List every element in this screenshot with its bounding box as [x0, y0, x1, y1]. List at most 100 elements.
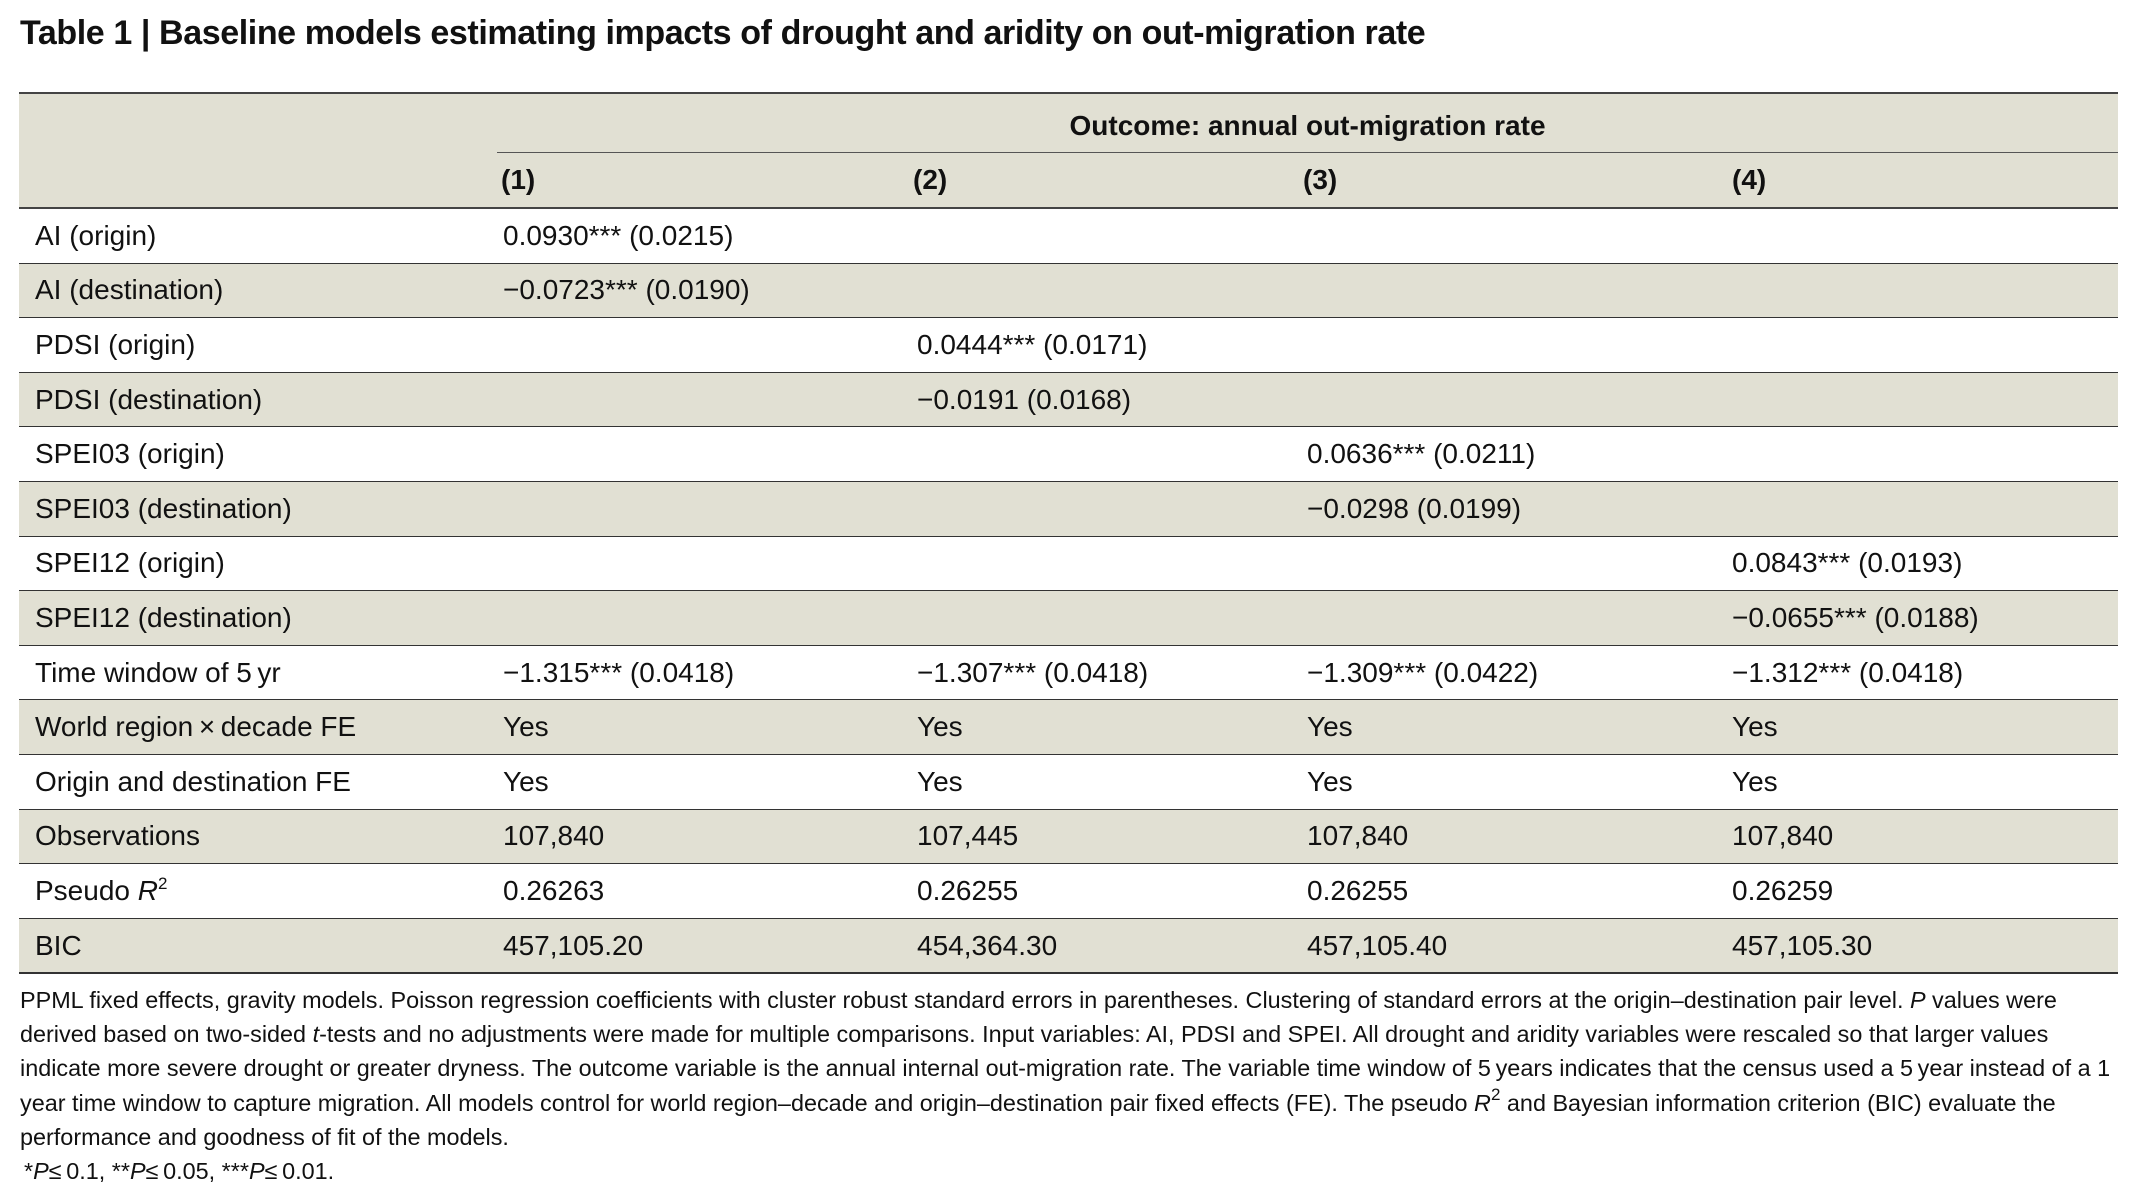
- cell-model-1: [497, 536, 913, 592]
- table-row: SPEI03 (origin) 0.0636*** (0.0211): [19, 426, 2119, 482]
- table-title: Table 1 | Baseline models estimating imp…: [20, 14, 1426, 52]
- row-label-text: AI (destination): [35, 274, 224, 306]
- footnote-part: PPML fixed effects, gravity models. Pois…: [20, 987, 1910, 1013]
- row-label: World region × decade FE: [19, 699, 497, 755]
- cell-model-4: [1712, 426, 2119, 482]
- table-row: PDSI (destination) −0.0191 (0.0168): [19, 372, 2119, 428]
- cell-model-1: [497, 481, 913, 537]
- column-header-1: (1): [497, 152, 913, 209]
- table-row: SPEI03 (destination) −0.0298 (0.0199): [19, 481, 2119, 537]
- sig-p: P: [129, 1158, 146, 1185]
- table-footnotes: PPML fixed effects, gravity models. Pois…: [20, 983, 2120, 1188]
- cell-model-4: 0.26259: [1712, 863, 2119, 919]
- cell-model-3: [1303, 372, 1712, 428]
- footnote-text: PPML fixed effects, gravity models. Pois…: [20, 983, 2120, 1154]
- cell-model-2: [913, 536, 1303, 592]
- header-row-columns: (1) (2) (3) (4): [19, 152, 2119, 209]
- row-label: PDSI (destination): [19, 372, 497, 428]
- cell-model-4: [1712, 317, 2119, 373]
- row-label: Observations: [19, 809, 497, 865]
- cell-model-1: Yes: [497, 754, 913, 810]
- row-label: PDSI (origin): [19, 317, 497, 373]
- table-row: BIC 457,105.20 454,364.30 457,105.40 457,105…: [19, 918, 2119, 975]
- cell-model-3: [1303, 317, 1712, 373]
- header-row-outcome: Outcome: annual out-migration rate: [19, 92, 2119, 153]
- cell-model-2: [913, 426, 1303, 482]
- row-label-text: Pseudo R: [35, 874, 158, 906]
- cell-model-1: [497, 426, 913, 482]
- row-label-text: SPEI03 (destination): [35, 492, 292, 524]
- cell-model-1: −0.0723*** (0.0190): [497, 263, 913, 319]
- footnote-italic-p: P: [1909, 987, 1926, 1013]
- row-label-text: World region × decade FE: [35, 711, 357, 743]
- footnote-italic-r: R: [1474, 1089, 1491, 1116]
- cell-model-4: −1.312*** (0.0418): [1712, 645, 2119, 701]
- cell-model-1: 0.26263: [497, 863, 913, 919]
- cell-model-2: 107,445: [913, 809, 1303, 865]
- footnote-superscript: 2: [1490, 1084, 1501, 1104]
- cell-model-4: −0.0655*** (0.0188): [1712, 590, 2119, 646]
- cell-model-2: −1.307*** (0.0418): [913, 645, 1303, 701]
- sig-stars: **: [111, 1158, 130, 1185]
- cell-model-4: [1712, 481, 2119, 537]
- cell-model-4: [1712, 208, 2119, 264]
- row-label-superscript: 2: [157, 873, 168, 893]
- cell-model-3: [1303, 208, 1712, 264]
- row-label: AI (destination): [19, 263, 497, 319]
- cell-model-2: 0.0444*** (0.0171): [913, 317, 1303, 373]
- row-label-text: PDSI (origin): [35, 328, 196, 360]
- footnote-italic-t: t: [312, 1021, 320, 1048]
- cell-model-1: [497, 590, 913, 646]
- row-label-text: SPEI12 (destination): [35, 601, 292, 633]
- header-empty-cell: [19, 92, 497, 153]
- cell-model-4: 107,840: [1712, 809, 2119, 865]
- row-label-text: PDSI (destination): [35, 383, 263, 415]
- cell-model-2: 454,364.30: [913, 918, 1303, 975]
- cell-model-3: 107,840: [1303, 809, 1712, 865]
- sig-stars: *: [24, 1158, 34, 1185]
- cell-model-3: −1.309*** (0.0422): [1303, 645, 1712, 701]
- cell-model-2: −0.0191 (0.0168): [913, 372, 1303, 428]
- row-label: BIC: [19, 918, 497, 975]
- table-row: SPEI12 (destination) −0.0655*** (0.0188): [19, 590, 2119, 646]
- cell-model-3: [1303, 263, 1712, 319]
- row-label: SPEI03 (destination): [19, 481, 497, 537]
- sig-p: P: [248, 1158, 265, 1185]
- sig-threshold: ≤ 0.01.: [264, 1158, 335, 1185]
- cell-model-2: 0.26255: [913, 863, 1303, 919]
- cell-model-1: 107,840: [497, 809, 913, 865]
- cell-model-4: 0.0843*** (0.0193): [1712, 536, 2119, 592]
- cell-model-4: 457,105.30: [1712, 918, 2119, 975]
- significance-legend: *P≤ 0.1, **P≤ 0.05, ***P≤ 0.01.: [20, 1154, 2120, 1188]
- cell-model-1: [497, 317, 913, 373]
- footnote-part: and Bayesian information criterion (BIC)…: [20, 1089, 2056, 1150]
- cell-model-3: 457,105.40: [1303, 918, 1712, 975]
- cell-model-1: [497, 372, 913, 428]
- table-row: SPEI12 (origin) 0.0843*** (0.0193): [19, 536, 2119, 592]
- row-label-text: Origin and destination FE: [35, 765, 351, 797]
- cell-model-4: [1712, 372, 2119, 428]
- footnote-part: -tests and no adjustments were made for …: [20, 1021, 2115, 1116]
- sig-p: P: [33, 1158, 49, 1185]
- cell-model-1: −1.315*** (0.0418): [497, 645, 913, 701]
- row-label-text: SPEI03 (origin): [35, 438, 225, 470]
- row-label-text: SPEI12 (origin): [35, 547, 225, 579]
- cell-model-2: [913, 590, 1303, 646]
- sig-stars: ***: [221, 1158, 249, 1185]
- cell-model-3: [1303, 590, 1712, 646]
- sig-threshold: ≤ 0.1,: [48, 1158, 112, 1185]
- cell-model-2: Yes: [913, 754, 1303, 810]
- column-header-2: (2): [913, 152, 1303, 209]
- table-row: Origin and destination FE Yes Yes Yes Yes: [19, 754, 2119, 810]
- cell-model-3: 0.26255: [1303, 863, 1712, 919]
- row-label-text: BIC: [35, 929, 82, 961]
- row-label-text: AI (origin): [35, 219, 157, 251]
- header-empty-cell: [19, 152, 497, 209]
- cell-model-3: Yes: [1303, 754, 1712, 810]
- row-label: Time window of 5 yr: [19, 645, 497, 701]
- table-row: Observations 107,840 107,445 107,840 107,840: [19, 809, 2119, 865]
- row-label: Origin and destination FE: [19, 754, 497, 810]
- table-row: PDSI (origin) 0.0444*** (0.0171): [19, 317, 2119, 373]
- row-label-text: Observations: [35, 820, 200, 852]
- cell-model-4: Yes: [1712, 699, 2119, 755]
